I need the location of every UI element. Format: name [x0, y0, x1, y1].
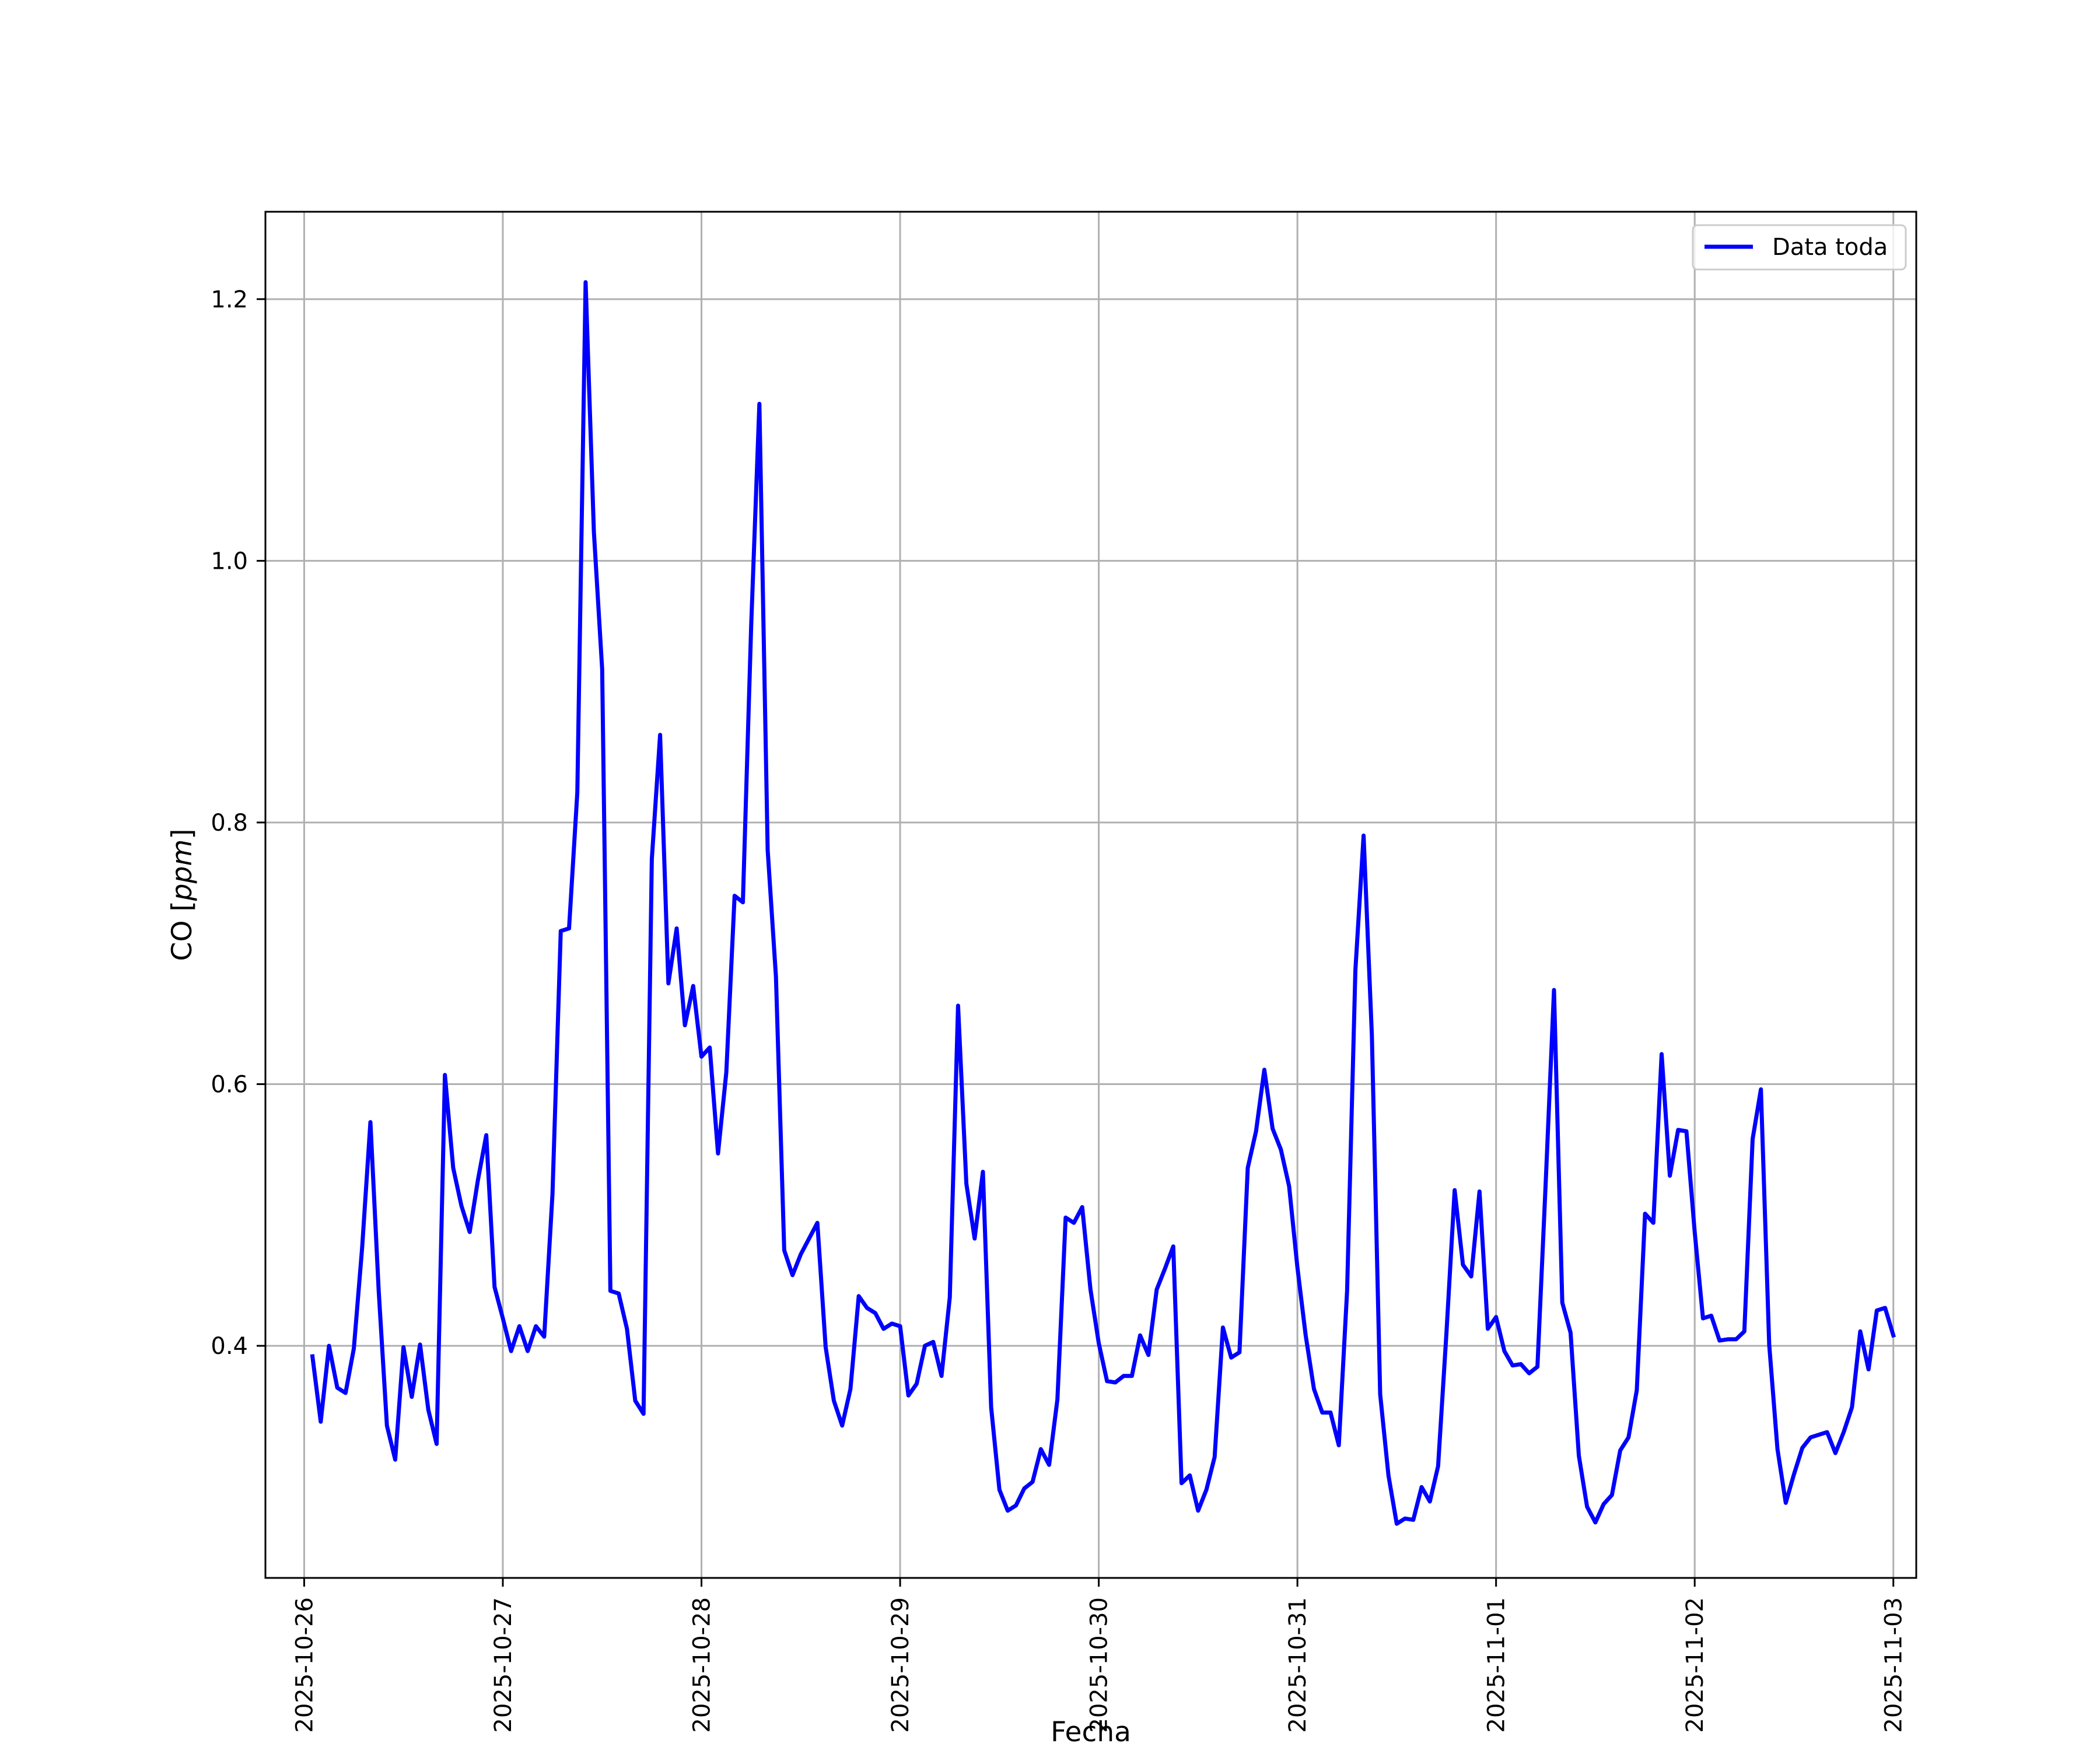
x-axis: 2025-10-26 2025-10-27 2025-10-28 2025-10-29…: [291, 1578, 1908, 1732]
y-tick-label: 0.8: [211, 810, 248, 836]
y-axis-title: CO [ppm]: [166, 829, 198, 961]
x-tick-label: 2025-11-02: [1682, 1597, 1709, 1732]
plot-frame: [264, 211, 1917, 1579]
legend: Data toda: [1692, 224, 1907, 271]
y-tick-label: 1.0: [211, 548, 248, 575]
x-tick-label: 2025-10-30: [1086, 1597, 1113, 1732]
x-tick-label: 2025-10-29: [887, 1597, 914, 1732]
x-tick-label: 2025-10-26: [291, 1597, 318, 1732]
x-axis-title: Fecha: [1051, 1716, 1131, 1748]
x-tick-label: 2025-10-31: [1284, 1597, 1311, 1732]
y-axis-title-unit: ppm: [166, 839, 198, 901]
y-axis: 0.4 0.6 0.8 1.0 1.2: [211, 286, 265, 1360]
x-tick-label: 2025-10-27: [490, 1597, 517, 1732]
y-axis-title-suffix: ]: [166, 829, 198, 839]
y-tick-label: 1.2: [211, 286, 248, 313]
y-axis-title-prefix: CO [: [166, 901, 198, 961]
y-tick-label: 0.6: [211, 1072, 248, 1098]
legend-label: Data toda: [1772, 234, 1888, 261]
series-line: [310, 280, 1896, 1526]
y-tick-label: 0.4: [211, 1333, 248, 1360]
x-tick-label: 2025-11-03: [1881, 1597, 1908, 1732]
grid: [265, 212, 1916, 1578]
series-layer: [310, 280, 1896, 1526]
x-tick-label: 2025-10-28: [689, 1597, 716, 1732]
legend-box: [1692, 224, 1907, 271]
x-tick-label: 2025-11-01: [1483, 1597, 1510, 1732]
